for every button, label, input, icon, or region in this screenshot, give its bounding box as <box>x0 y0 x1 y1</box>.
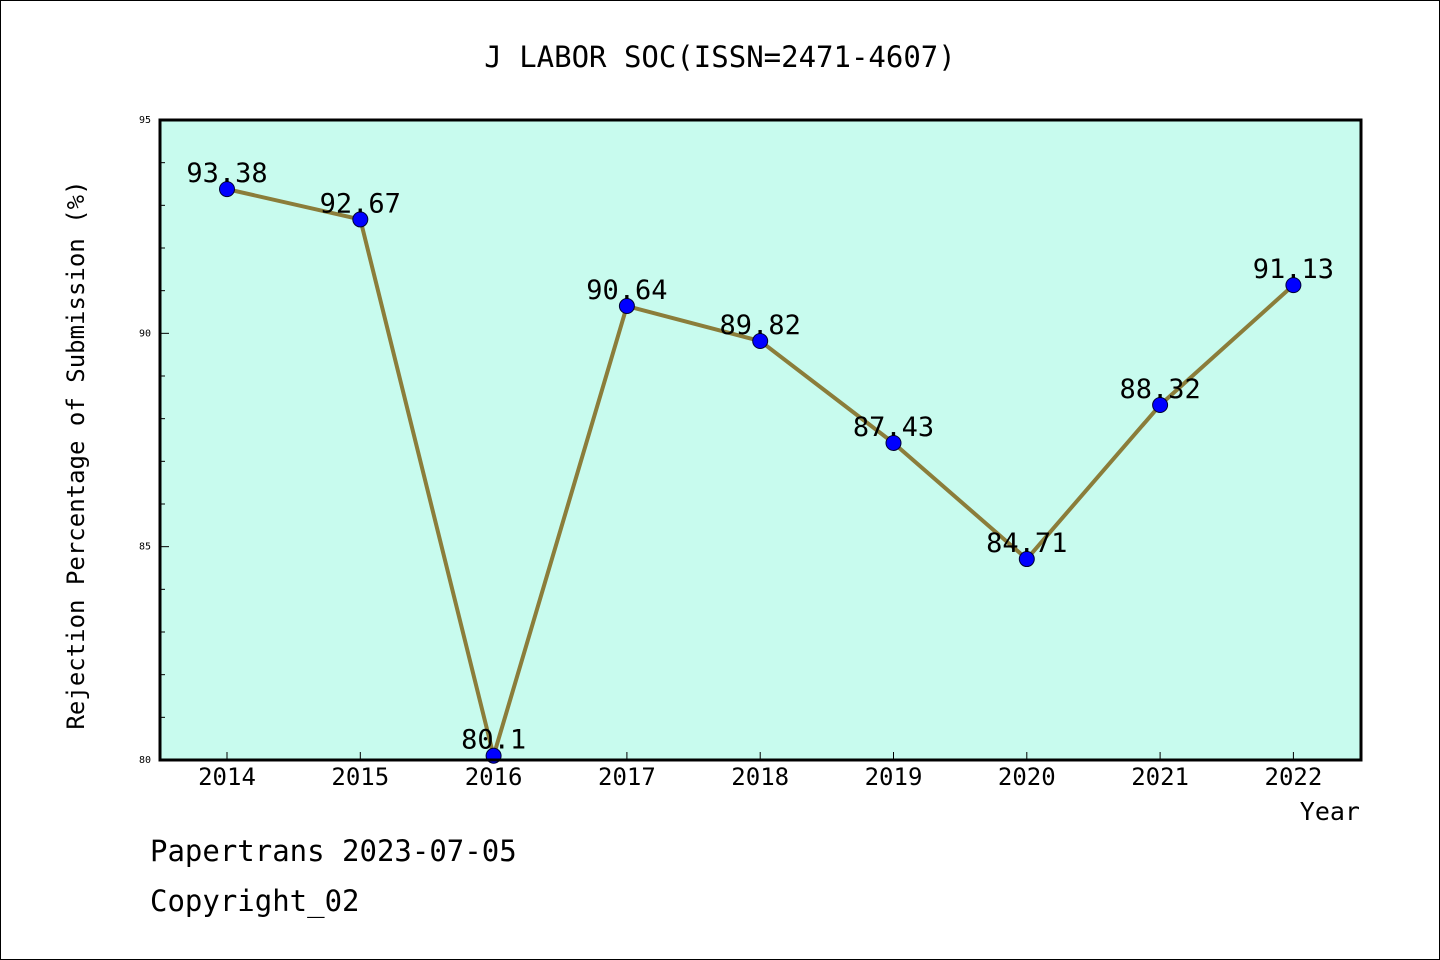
chart-title: J LABOR SOC(ISSN=2471-4607) <box>484 40 955 74</box>
x-tick-label: 2022 <box>1265 763 1323 791</box>
data-label: 92.67 <box>320 188 401 219</box>
data-label: 90.64 <box>586 275 667 306</box>
data-label: 93.38 <box>186 158 267 189</box>
plot-border <box>158 118 1363 762</box>
x-tick-label: 2021 <box>1131 763 1189 791</box>
data-label: 89.82 <box>720 310 801 341</box>
y-tick-label: 85 <box>139 542 151 553</box>
data-point <box>352 211 369 228</box>
x-tick-label: 2018 <box>731 763 789 791</box>
x-tick-label: 2015 <box>331 763 389 791</box>
data-point <box>752 333 769 350</box>
x-tick-label: 2020 <box>998 763 1056 791</box>
data-label: 87.43 <box>853 412 934 443</box>
data-point <box>1152 397 1169 414</box>
y-tick-label: 95 <box>139 115 151 126</box>
data-point <box>1285 277 1302 294</box>
data-point <box>885 434 902 451</box>
footer-date: Papertrans 2023-07-05 <box>150 834 517 868</box>
data-label: 84.71 <box>986 528 1067 559</box>
data-point <box>219 181 235 198</box>
x-axis-label: Year <box>1300 797 1360 826</box>
data-point <box>1018 551 1035 568</box>
series-group <box>219 181 1302 764</box>
x-tick-label: 2017 <box>598 763 656 791</box>
data-label: 80.1 <box>461 725 526 756</box>
x-tick-label: 2014 <box>198 763 256 791</box>
y-axis-label: Rejection Percentage of Submission (%) <box>62 180 90 729</box>
x-axis: 2014 2015 2016 2017 2018 2019 2020 2021 2022 <box>198 752 1322 791</box>
x-tick-label: 2016 <box>465 763 523 791</box>
y-tick-label: 80 <box>139 755 151 766</box>
y-tick-label: 90 <box>139 328 151 339</box>
footer-copyright: Copyright_02 <box>150 884 360 918</box>
data-point <box>618 298 635 315</box>
data-labels: 93.38 92.67 80.1 90.64 89.82 87.43 84.71 88.32 9… <box>186 158 1334 756</box>
data-label: 91.13 <box>1253 254 1334 285</box>
data-label: 88.32 <box>1119 374 1200 405</box>
x-tick-label: 2019 <box>865 763 923 791</box>
